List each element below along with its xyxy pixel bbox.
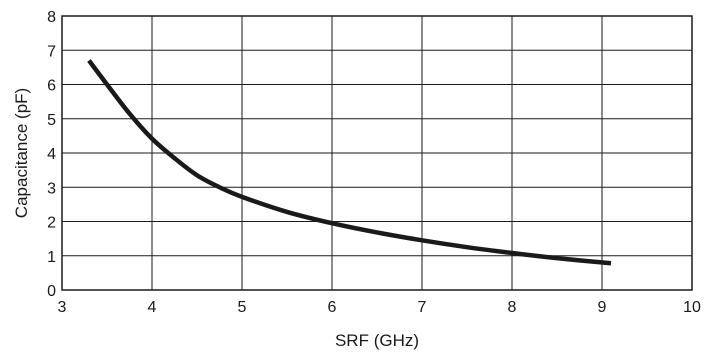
- y-tick-label: 1: [47, 249, 56, 266]
- y-tick-label: 4: [47, 146, 56, 163]
- y-tick-label: 0: [47, 283, 56, 300]
- y-tick-label: 2: [47, 215, 56, 232]
- x-tick-label: 10: [683, 299, 701, 316]
- y-tick-label: 5: [47, 112, 56, 129]
- x-tick-label: 5: [238, 299, 247, 316]
- x-tick-label: 3: [58, 299, 67, 316]
- tick-labels: 3 4 5 6 7 8 9 10 0 1 2 3 4 5 6 7 8: [47, 9, 701, 316]
- x-tick-label: 8: [508, 299, 517, 316]
- x-tick-label: 4: [148, 299, 157, 316]
- series-line: [87, 59, 612, 266]
- y-tick-label: 8: [47, 9, 56, 26]
- x-tick-label: 7: [418, 299, 427, 316]
- y-axis-label: Capacitance (pF): [12, 88, 31, 218]
- y-tick-label: 3: [47, 180, 56, 197]
- y-tick-label: 7: [47, 43, 56, 60]
- x-axis-label: SRF (GHz): [335, 331, 419, 350]
- plot-frame: [61, 15, 693, 291]
- y-tick-label: 6: [47, 78, 56, 95]
- grid-lines: [61, 15, 693, 291]
- x-tick-label: 6: [328, 299, 337, 316]
- x-tick-label: 9: [598, 299, 607, 316]
